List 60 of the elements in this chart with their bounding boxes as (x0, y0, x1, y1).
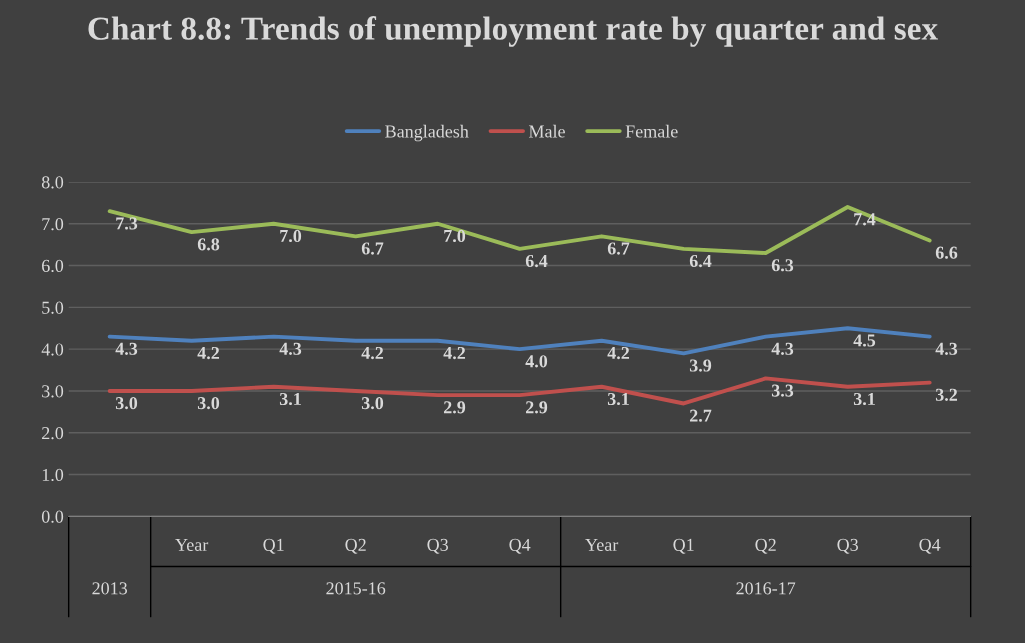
data-label: 7.4 (854, 213, 876, 226)
x-tick-label: Q3 (837, 538, 858, 554)
data-label: 7.3 (116, 217, 138, 230)
legend-label: Female (625, 124, 678, 138)
data-label: 3.9 (689, 359, 712, 372)
y-tick-label: 1.0 (42, 468, 64, 482)
data-label: 4.3 (935, 342, 958, 355)
y-tick-label: 6.0 (42, 259, 64, 273)
y-tick-label: 0.0 (41, 510, 64, 523)
line-series (107, 205, 932, 255)
data-label: 4.2 (607, 346, 630, 360)
x-tick-label: Year (175, 538, 209, 551)
data-label: 4.5 (853, 334, 876, 347)
legend-label: Male (528, 124, 565, 138)
y-tick-label: 3.0 (42, 385, 64, 398)
x-tick-label: Q4 (919, 538, 941, 554)
text: 2016-17 (736, 582, 796, 595)
data-label: 6.8 (197, 238, 220, 251)
data-label: 4.0 (525, 355, 548, 368)
x-tick-label: Year (585, 538, 619, 551)
y-tick-label: 4.0 (41, 343, 64, 356)
x-tick-label: Q2 (755, 538, 776, 554)
data-label: 4.2 (197, 346, 220, 360)
data-label: 4.3 (115, 342, 138, 355)
data-label: 4.2 (361, 346, 384, 360)
data-label: 2.7 (689, 409, 712, 422)
data-label: 3.1 (279, 392, 301, 406)
data-label: 6.4 (689, 254, 712, 268)
data-label: 7.0 (444, 229, 466, 243)
text: 2013 (92, 582, 128, 595)
data-label: 4.2 (443, 346, 466, 360)
data-label: 2.9 (443, 401, 466, 414)
y-tick-label: 2.0 (42, 427, 64, 440)
x-tick-label: Q2 (345, 538, 366, 554)
data-label: 3.1 (853, 392, 875, 406)
text: 2015-16 (326, 582, 386, 595)
data-label: 3.0 (115, 397, 138, 410)
data-label: 3.3 (771, 384, 794, 397)
data-label: 4.3 (771, 342, 794, 355)
data-label: 3.2 (935, 388, 958, 401)
y-tick-label: 7.0 (42, 218, 64, 231)
x-tick-label: Q4 (509, 538, 531, 554)
data-label: 3.0 (197, 397, 220, 410)
x-tick-label: Q1 (263, 538, 284, 554)
data-label: 3.0 (361, 397, 384, 410)
data-label: 3.1 (607, 392, 629, 406)
data-label: 4.3 (279, 342, 302, 355)
x-tick-label: Q1 (673, 538, 694, 554)
data-label: 6.3 (771, 259, 794, 272)
data-label: 6.4 (525, 254, 548, 268)
chart-title: Chart 8.8: Trends of unemployment rate by quarter and sex (88, 16, 938, 47)
data-label: 6.7 (607, 242, 630, 255)
data-label: 6.6 (935, 246, 958, 259)
y-tick-label: 8.0 (41, 176, 64, 189)
data-label: 7.0 (280, 229, 302, 243)
legend-label: Bangladesh (385, 124, 469, 142)
data-label: 2.9 (525, 401, 548, 414)
data-label: 6.7 (361, 242, 384, 255)
x-tick-label: Q3 (427, 538, 448, 554)
y-tick-label: 5.0 (42, 301, 64, 314)
